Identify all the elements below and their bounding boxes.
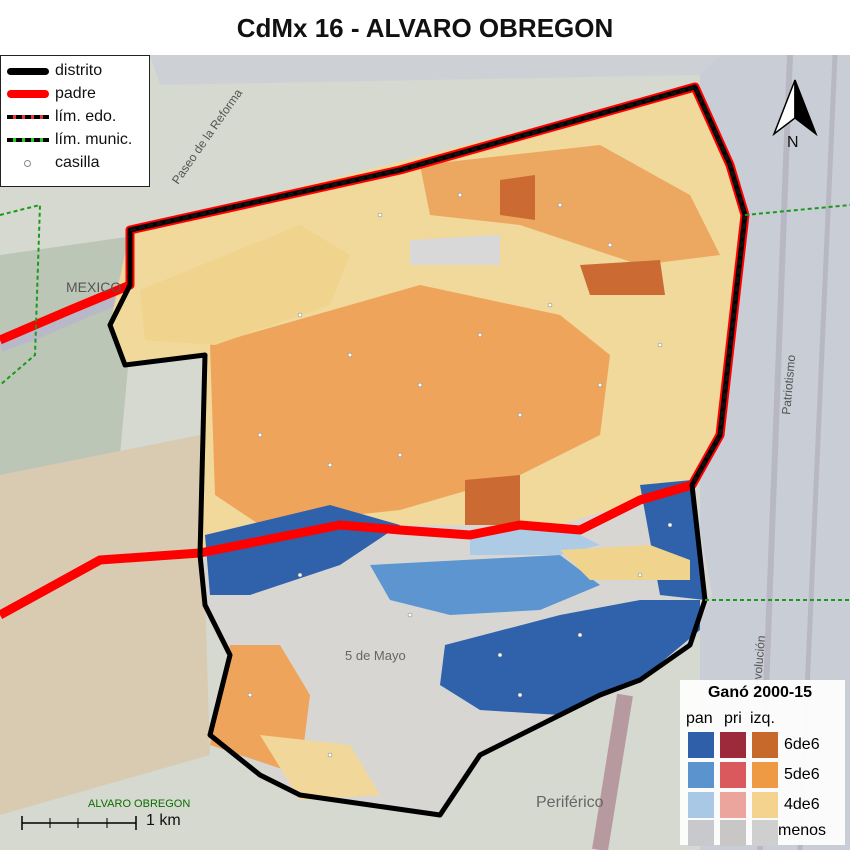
park-area-west (0, 235, 140, 485)
won-row-5de6: 5de6 (784, 766, 820, 783)
periferico-road (592, 693, 633, 850)
won-col-izq: izq. (750, 710, 775, 727)
won-cell-pri-5de6 (720, 762, 746, 788)
state-limit (129, 85, 747, 486)
won-row-4de6: 4de6 (784, 796, 820, 813)
won-cell-pan-6de6 (688, 732, 714, 758)
won-legend-title: Ganó 2000-15 (707, 684, 813, 701)
won-cell-pri-4de6 (720, 792, 746, 818)
north-arrow: N (762, 78, 828, 156)
scale-label: 1 km (146, 812, 181, 829)
legend-row-distrito: distrito (7, 60, 147, 82)
district-area-izq-6de6-b (580, 260, 665, 295)
won-cell-izq-4de6 (752, 792, 778, 818)
won-row-6de6: 6de6 (784, 736, 820, 753)
label-mexico: MEXICO (66, 279, 121, 295)
legend-row-lim-edo: lím. edo. (7, 106, 147, 128)
legend-label-distrito: distrito (55, 62, 103, 79)
label-periferico: Periférico (536, 794, 604, 811)
legend-swatch-padre (7, 90, 49, 98)
north-arrow-icon (772, 79, 818, 137)
scale-bar-graphic (21, 816, 137, 830)
map-title: CdMx 16 - ALVARO OBREGON (236, 13, 614, 43)
legend-row-lim-munic: lím. munic. (7, 129, 147, 151)
municipal-limit-east (744, 204, 850, 216)
north-label: N (787, 134, 799, 151)
line-legend: distrito padre lím. edo. lím. munic. cas… (0, 55, 150, 187)
won-legend: Ganó 2000-15 pan pri izq. 6de6 5de6 4de6… (680, 680, 845, 846)
district-map[interactable]: MEXICO Periférico 5 de Mayo Paseo de la … (0, 55, 850, 850)
won-cell-izq-5de6 (752, 762, 778, 788)
legend-row-casilla: casilla (7, 152, 147, 174)
won-col-pri: pri (724, 710, 742, 727)
legend-label-lim-munic: lím. munic. (55, 131, 133, 148)
district-area-4de6-east (560, 545, 690, 580)
district-area-izq-5de6 (210, 285, 610, 525)
district-area-4de6-west (140, 225, 350, 345)
casilla-icon (24, 160, 31, 167)
legend-row-padre: padre (7, 83, 147, 105)
scale-bar: ALVARO OBREGON 1 km (20, 798, 200, 838)
residential-area-southwest (0, 435, 210, 815)
won-cell-pri-menos (720, 820, 746, 846)
won-cell-pan-menos (688, 820, 714, 846)
casilla-markers (247, 192, 673, 758)
legend-label-casilla: casilla (55, 154, 100, 171)
legend-swatch-lim-edo (7, 115, 49, 119)
urban-area-north (150, 55, 720, 85)
legend-swatch-lim-munic (7, 138, 49, 142)
legend-label-padre: padre (55, 85, 96, 102)
won-cell-izq-6de6 (752, 732, 778, 758)
label-cinco-de-mayo: 5 de Mayo (345, 648, 406, 663)
district-area-4de6-south (260, 735, 380, 800)
won-cell-pan-4de6 (688, 792, 714, 818)
won-cell-izq-menos (752, 820, 778, 846)
district-area-pan-6de6-south (440, 600, 700, 715)
won-cell-pan-5de6 (688, 762, 714, 788)
legend-label-lim-edo: lím. edo. (55, 108, 117, 125)
won-cell-pri-6de6 (720, 732, 746, 758)
district-area-izq-north (420, 145, 720, 265)
label-patriotismo: Patriotismo (779, 354, 798, 415)
legend-swatch-distrito (7, 68, 49, 75)
district-area-pan-5de6 (370, 555, 600, 615)
district-area-gray-north (410, 235, 500, 265)
won-row-menos: menos (778, 822, 827, 839)
map-canvas[interactable]: MEXICO Periférico 5 de Mayo Paseo de la … (0, 55, 850, 850)
district-area-izq-6de6-c (500, 175, 535, 220)
won-col-pan: pan (686, 710, 713, 727)
scale-caption: ALVARO OBREGON (88, 798, 191, 810)
